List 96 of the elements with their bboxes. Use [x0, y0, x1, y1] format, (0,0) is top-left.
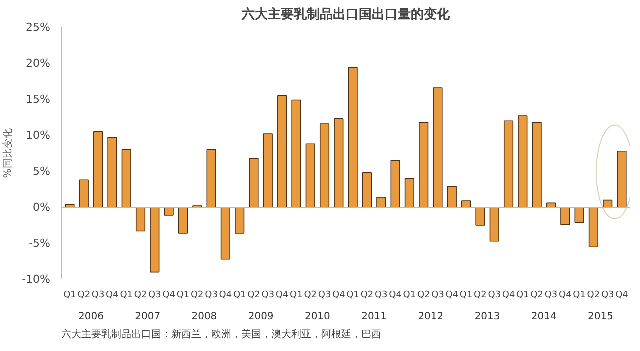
- bar: [476, 207, 486, 226]
- x-tick-label: Q3: [544, 290, 558, 300]
- bar: [404, 178, 414, 208]
- x-tick-label: Q3: [488, 290, 502, 300]
- bar: [206, 150, 216, 208]
- x-tick-label: Q2: [360, 290, 374, 300]
- bar: [588, 207, 598, 248]
- bar: [108, 137, 118, 208]
- bar: [433, 88, 443, 208]
- x-tick-label: Q4: [389, 290, 402, 300]
- x-tick-label: Q1: [573, 290, 586, 300]
- y-tick-label: 0%: [33, 201, 50, 214]
- y-tick-label: 10%: [26, 129, 51, 142]
- bar: [504, 120, 514, 208]
- chart-title: 六大主要乳制品出口国出口量的变化: [241, 6, 451, 22]
- bar: [94, 132, 104, 208]
- x-tick-label: Q4: [502, 290, 516, 300]
- x-tick-label: Q3: [318, 290, 332, 300]
- bar: [574, 207, 584, 224]
- bar: [334, 118, 344, 208]
- y-tick-label: -5%: [29, 237, 50, 250]
- bar: [447, 186, 457, 208]
- x-tick-label: Q4: [106, 290, 120, 300]
- y-axis-title: %同比变化: [2, 128, 14, 178]
- text: 2014: [531, 312, 557, 322]
- bar: [122, 150, 132, 208]
- x-tick-label: Q2: [78, 290, 91, 300]
- bar: [263, 134, 273, 208]
- y-tick-label: 5%: [33, 165, 50, 178]
- text: 2012: [418, 312, 444, 322]
- x-tick-label: Q3: [148, 290, 162, 300]
- x-tick-label: Q3: [92, 290, 105, 300]
- x-tick-label: Q2: [190, 290, 204, 300]
- bar: [164, 207, 174, 216]
- bar: [306, 144, 316, 208]
- x-tick-label: Q1: [233, 290, 246, 300]
- bar: [320, 124, 330, 208]
- bar: [249, 158, 259, 208]
- x-tick-label: Q4: [332, 290, 346, 300]
- bar: [79, 180, 89, 208]
- bar: [292, 100, 302, 208]
- x-tick-label: Q1: [176, 290, 190, 300]
- x-tick-label: Q4: [162, 290, 176, 300]
- y-tick-label: -10%: [22, 273, 51, 286]
- x-tick-label: Q2: [248, 290, 260, 300]
- bar: [235, 207, 245, 234]
- bar: [560, 207, 570, 226]
- x-tick-label: Q1: [346, 290, 360, 300]
- y-tick-label: 20%: [26, 57, 51, 70]
- bar: [220, 207, 230, 260]
- bar: [532, 122, 542, 208]
- x-tick-label: Q3: [601, 290, 614, 300]
- x-tick-label: Q3: [205, 290, 218, 300]
- bar: [348, 67, 358, 208]
- bar: [278, 96, 288, 208]
- bar: [518, 116, 528, 208]
- text: 2011: [362, 312, 388, 322]
- bar: [150, 207, 160, 273]
- x-tick-label: Q2: [474, 290, 487, 300]
- x-tick-label: Q1: [120, 290, 134, 300]
- bar: [136, 207, 146, 232]
- x-tick-label: Q4: [446, 290, 459, 300]
- x-tick-label: Q1: [290, 290, 303, 300]
- x-tick-label: Q4: [616, 290, 629, 300]
- x-tick-label: Q2: [587, 290, 600, 300]
- bar: [178, 207, 188, 234]
- x-tick-label: Q2: [134, 290, 148, 300]
- bar: [490, 207, 500, 242]
- text: 2007: [135, 312, 161, 322]
- text: 六大主要乳制品出口国：新西兰，欧洲，美国，澳大利亚，阿根廷，巴西: [62, 328, 382, 340]
- text: 2008: [192, 312, 218, 322]
- y-tick-label: 25%: [26, 21, 51, 34]
- bar: [376, 197, 386, 208]
- x-tick-label: Q4: [219, 290, 232, 300]
- bar: [390, 160, 400, 208]
- x-tick-label: Q3: [262, 290, 275, 300]
- text: 2009: [248, 312, 274, 322]
- bar: [419, 122, 429, 208]
- text: 2013: [474, 312, 500, 322]
- x-tick-label: Q3: [432, 290, 444, 300]
- x-tick-label: Q4: [558, 290, 572, 300]
- bar: [617, 150, 627, 208]
- text: 2015: [588, 312, 614, 322]
- y-tick-label: 15%: [26, 93, 51, 106]
- x-tick-label: Q1: [516, 290, 530, 300]
- x-tick-label: Q2: [417, 290, 430, 300]
- x-tick-label: Q1: [403, 290, 416, 300]
- x-tick-label: Q1: [460, 290, 473, 300]
- x-tick-label: Q4: [276, 290, 289, 300]
- x-tick-label: Q2: [304, 290, 318, 300]
- x-tick-label: Q3: [374, 290, 388, 300]
- text: 2010: [304, 312, 330, 322]
- bar: [362, 172, 372, 208]
- x-tick-label: Q1: [64, 290, 76, 300]
- x-tick-label: Q2: [530, 290, 544, 300]
- text: 2006: [78, 312, 104, 322]
